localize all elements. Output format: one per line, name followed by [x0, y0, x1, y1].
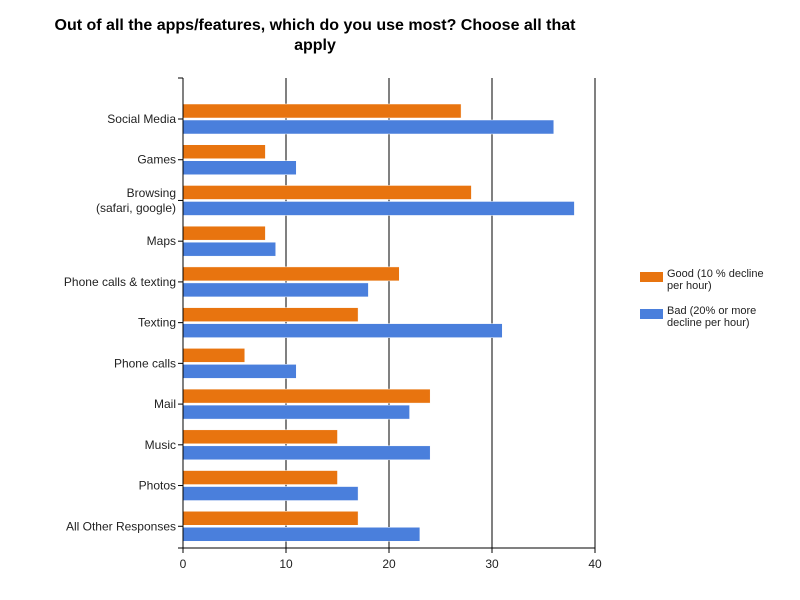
legend-swatch-2: [640, 309, 663, 319]
bar-series1-7: [182, 388, 431, 404]
bar-series2-7: [182, 404, 410, 420]
x-tick-label: 30: [485, 557, 499, 571]
bar-series1-3: [182, 225, 266, 241]
category-label: Maps: [147, 234, 176, 248]
bar-series1-10: [182, 511, 359, 526]
bar-series1-9: [182, 470, 338, 485]
legend-label-1: Good (10 % decline: [667, 268, 764, 280]
legend-swatch-1: [640, 272, 663, 282]
bar-series2-2: [182, 201, 575, 216]
category-label: Social Media: [107, 112, 176, 126]
chart-title: Out of all the apps/features, which do y…: [54, 17, 576, 54]
legend-label-1: per hour): [667, 280, 712, 292]
bar-series1-4: [182, 266, 400, 282]
bar-series1-5: [182, 307, 359, 322]
category-label: All Other Responses: [66, 519, 176, 533]
category-label: Music: [145, 438, 176, 452]
bar-series1-0: [182, 103, 462, 119]
bar-series1-1: [182, 144, 266, 159]
bar-series2-5: [182, 323, 503, 338]
category-label: Texting: [138, 316, 176, 330]
category-label: Phone calls & texting: [64, 275, 176, 289]
bar-series2-1: [182, 160, 297, 175]
bar-series2-9: [182, 486, 359, 501]
legend-label-2: decline per hour): [667, 317, 750, 329]
category-label: (safari, google): [96, 201, 176, 215]
legend-label-2: Bad (20% or more: [667, 305, 756, 317]
category-label: Games: [137, 153, 176, 167]
bar-series2-3: [182, 241, 276, 257]
bar-series1-6: [182, 348, 246, 363]
x-tick-label: 40: [588, 557, 602, 571]
category-label: Phone calls: [114, 356, 176, 370]
category-label: Browsing: [127, 186, 176, 200]
bar-series2-6: [182, 364, 297, 379]
x-tick-label: 0: [180, 557, 187, 571]
bar-series2-10: [182, 527, 421, 542]
category-label: Photos: [139, 479, 176, 493]
category-label: Mail: [154, 397, 176, 411]
bar-series2-8: [182, 445, 431, 461]
bar-series2-4: [182, 282, 369, 298]
x-tick-label: 20: [382, 557, 396, 571]
x-tick-label: 10: [279, 557, 293, 571]
bar-series2-0: [182, 119, 555, 135]
bar-series1-8: [182, 429, 338, 445]
bar-series1-2: [182, 185, 472, 200]
